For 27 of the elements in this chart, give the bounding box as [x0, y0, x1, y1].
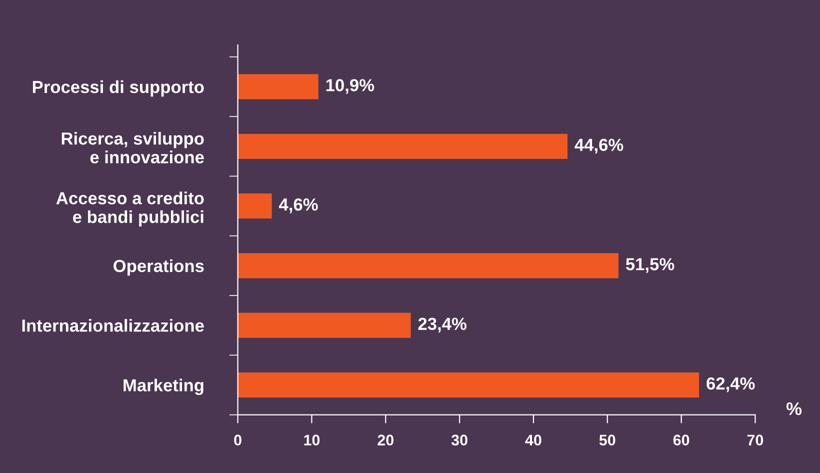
- bar: [238, 312, 411, 338]
- data-label: 10,9%: [326, 79, 374, 94]
- y-tick-label: Ricerca, sviluppo e innovazione: [62, 132, 204, 164]
- x-axis-title: %: [786, 402, 802, 416]
- data-label: 51,5%: [626, 258, 674, 273]
- y-tick-label: Marketing: [124, 378, 204, 395]
- x-tick-label: 20: [378, 434, 394, 446]
- y-tick-label: Operations: [114, 259, 204, 276]
- x-tick-label: 50: [599, 434, 616, 446]
- x-tick-label: 10: [304, 434, 320, 446]
- y-tick-label: Processi di supporto: [32, 80, 204, 97]
- data-label: 4,6%: [279, 198, 318, 214]
- y-tick-label: Internazionalizzazione: [22, 319, 204, 332]
- data-label: 62,4%: [706, 377, 755, 392]
- x-tick-label: 30: [451, 434, 468, 446]
- bar: [238, 74, 318, 100]
- bar: [238, 253, 618, 278]
- data-label: 44,6%: [574, 138, 624, 154]
- bar: [238, 372, 700, 398]
- bar: [238, 193, 272, 219]
- data-label: 23,4%: [418, 318, 466, 333]
- x-tick-label: 0: [234, 434, 242, 446]
- x-tick-label: 40: [525, 434, 542, 446]
- y-tick-label: Accesso a credito e bandi pubblici: [56, 192, 204, 227]
- x-tick-label: 60: [673, 434, 690, 446]
- x-tick-label: 70: [747, 434, 764, 446]
- bar: [238, 134, 568, 159]
